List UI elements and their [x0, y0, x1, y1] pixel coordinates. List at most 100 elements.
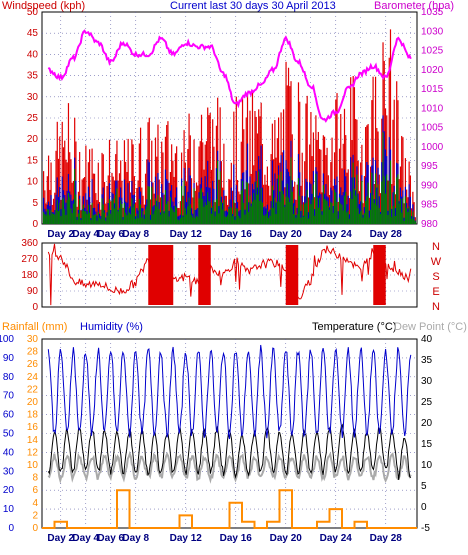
avg-wind-bar	[71, 213, 73, 224]
barometer-y-tick-label: 1035	[421, 7, 444, 18]
direction-y-tick-label: 90	[27, 286, 39, 297]
avg-wind-bar	[331, 203, 333, 224]
avg-wind-bar	[378, 208, 380, 224]
avg-wind-bar	[326, 201, 328, 224]
wind-bar	[346, 172, 348, 224]
avg-wind-bar	[212, 206, 214, 224]
wind-bar	[113, 180, 116, 224]
avg-wind-bar	[85, 211, 87, 224]
avg-wind-bar	[93, 214, 96, 224]
avg-wind-bar	[264, 215, 266, 224]
wind-bar	[355, 118, 357, 224]
avg-wind-bar	[132, 207, 134, 224]
wind-bar	[137, 180, 139, 224]
avg-wind-bar	[81, 210, 83, 224]
gust-bar	[305, 178, 307, 224]
wind-bar	[255, 116, 257, 224]
wind-bar	[209, 112, 211, 224]
gust-bar	[264, 206, 266, 224]
rainfall-series	[42, 489, 417, 529]
temperature-y-tick-label: 25	[421, 397, 433, 408]
gust-bar	[171, 185, 173, 224]
wind-bar	[43, 171, 45, 224]
gust-bar	[50, 195, 52, 224]
wind-bar	[177, 207, 179, 224]
avg-wind-bar	[192, 217, 194, 224]
avg-wind-bar	[138, 198, 140, 224]
wind-bar	[238, 191, 240, 224]
gust-bar	[235, 185, 237, 224]
avg-wind-bar	[96, 220, 98, 224]
wind-bar	[101, 152, 103, 224]
avg-wind-bar	[388, 181, 390, 224]
wind-bar	[199, 141, 201, 224]
wind-x-tick-label: Day 2	[47, 229, 74, 240]
avg-wind-bar	[369, 209, 372, 224]
rain-y-tick-label: 18	[27, 410, 39, 421]
avg-wind-bar	[255, 181, 257, 224]
wind-bar	[59, 136, 61, 224]
avg-wind-bar	[357, 208, 359, 224]
wind-bar	[251, 90, 254, 224]
avg-wind-bar	[338, 197, 341, 224]
avg-wind-bar	[325, 199, 327, 224]
avg-wind-bar	[312, 184, 315, 224]
gust-bar	[320, 194, 322, 224]
wind-bar	[223, 143, 225, 224]
dewpoint-axis-title: Dew Point (°C)	[394, 321, 467, 333]
avg-wind-bar	[46, 208, 48, 224]
avg-wind-bar	[302, 216, 305, 224]
humidity-y-tick-label: 10	[3, 504, 15, 515]
avg-wind-bar	[154, 198, 157, 224]
temperature-line	[47, 423, 412, 480]
avg-wind-bar	[328, 209, 331, 224]
avg-wind-bar	[143, 218, 145, 224]
avg-wind-bar	[146, 206, 148, 224]
gust-bar	[137, 210, 139, 224]
avg-wind-bar	[137, 218, 139, 224]
avg-wind-bar	[402, 197, 404, 224]
wind-bar	[69, 152, 71, 224]
avg-wind-bar	[250, 206, 252, 224]
wind-bar	[56, 121, 58, 224]
direction-y-tick-label: 270	[21, 254, 38, 265]
wind-bar	[138, 143, 140, 224]
avg-wind-bar	[240, 190, 242, 224]
gust-bar	[342, 192, 344, 224]
rain-y-tick-label: 22	[27, 384, 39, 395]
wind-bar	[192, 197, 194, 224]
avg-wind-bar	[179, 218, 181, 224]
avg-wind-bar	[64, 209, 66, 224]
avg-wind-bar	[84, 211, 86, 224]
rain-y-tick-label: 28	[27, 347, 39, 358]
avg-wind-bar	[379, 213, 382, 224]
wind-bar	[228, 178, 230, 224]
avg-wind-bar	[279, 201, 281, 224]
gust-bar	[260, 145, 262, 224]
temperature-y-tick-label: 0	[421, 502, 427, 513]
avg-wind-bar	[92, 215, 94, 224]
avg-wind-bar	[65, 214, 67, 224]
wind-bar	[321, 192, 323, 224]
avg-wind-bar	[108, 199, 111, 224]
rain-y-tick-label: 4	[32, 498, 38, 509]
avg-wind-bar	[407, 211, 409, 224]
gust-bar	[127, 183, 129, 224]
avg-wind-bar	[136, 213, 138, 224]
avg-wind-bar	[189, 204, 191, 224]
avg-wind-bar	[301, 204, 303, 224]
wind-bar	[168, 182, 170, 224]
wind-bar	[163, 194, 165, 224]
gust-bar	[65, 202, 67, 224]
avg-wind-bar	[319, 197, 321, 224]
gust-bar	[401, 196, 403, 224]
avg-wind-bar	[387, 214, 389, 224]
avg-wind-bar	[355, 195, 357, 224]
wind-bar	[125, 161, 127, 224]
wind-y-ticks: 0 5 10 15 20 25 30 35 40 45 50	[27, 7, 39, 230]
avg-wind-bar	[54, 214, 56, 224]
wind-bar	[239, 194, 241, 224]
avg-wind-bar	[67, 193, 70, 224]
avg-wind-bar	[105, 220, 107, 224]
wind-bar	[202, 142, 204, 224]
